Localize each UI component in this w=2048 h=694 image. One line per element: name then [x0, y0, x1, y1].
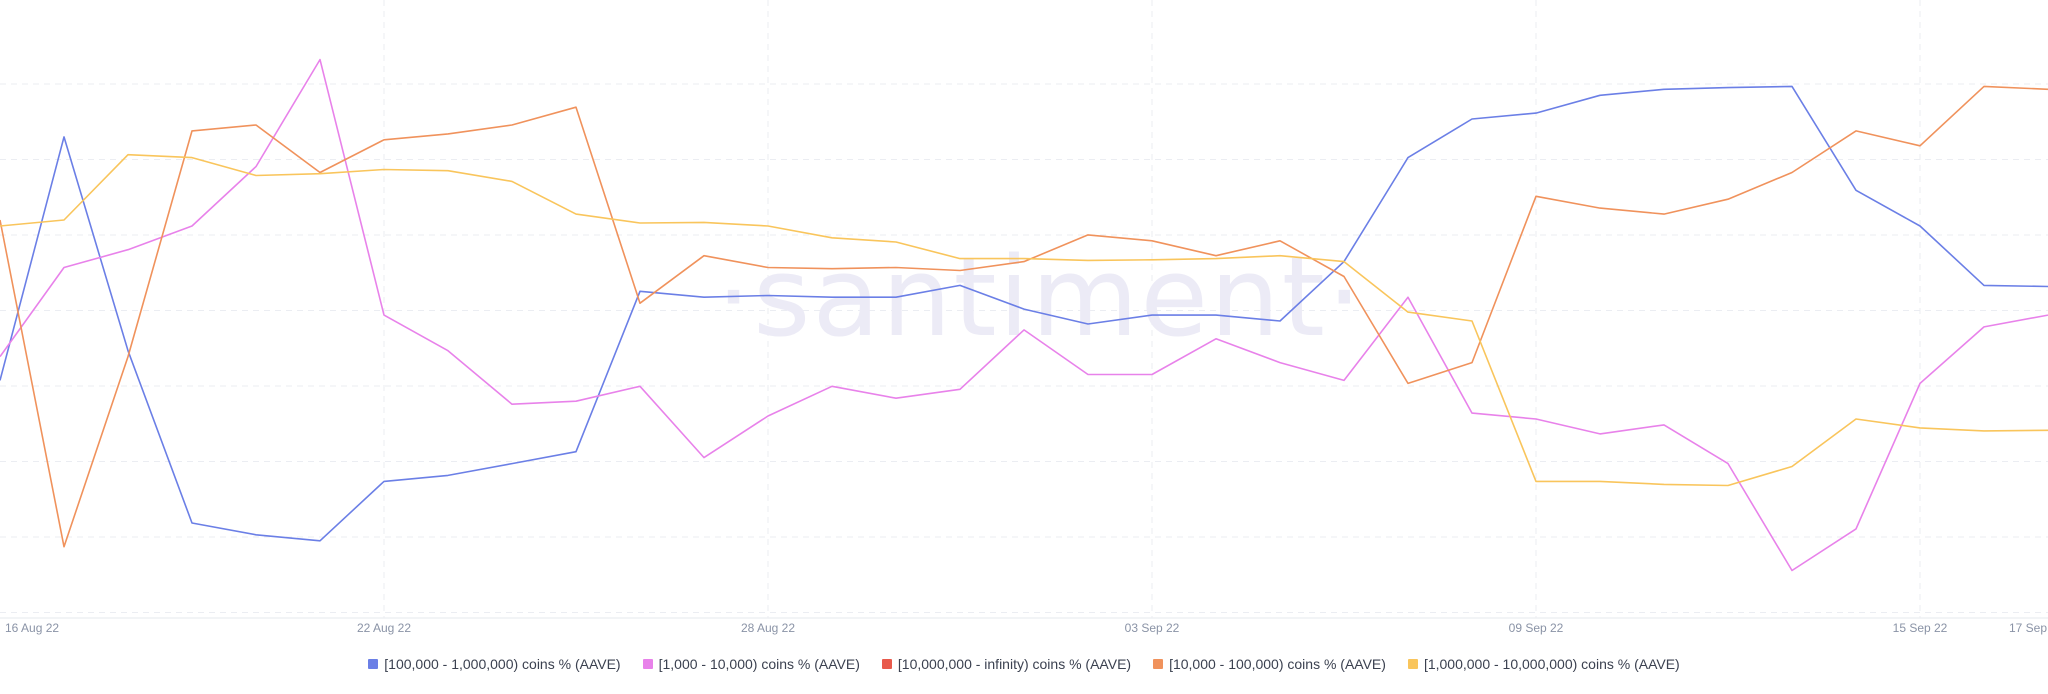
grid	[0, 0, 2048, 619]
legend-label: [100,000 - 1,000,000) coins % (AAVE)	[384, 656, 621, 672]
chart-legend: [100,000 - 1,000,000) coins % (AAVE) [1,0…	[0, 656, 2048, 672]
legend-item[interactable]: [100,000 - 1,000,000) coins % (AAVE)	[368, 656, 621, 672]
series-line-3	[0, 85, 2048, 548]
legend-swatch	[642, 659, 653, 669]
x-tick-label: 15 Sep 22	[1893, 621, 1948, 635]
legend-label: [10,000,000 - infinity) coins % (AAVE)	[897, 656, 1132, 672]
legend-label: [10,000 - 100,000) coins % (AAVE)	[1169, 656, 1386, 672]
series-line-0	[0, 85, 2048, 542]
x-tick-label: 28 Aug 22	[741, 621, 795, 635]
x-tick-label: 09 Sep 22	[1509, 621, 1564, 635]
legend-swatch	[881, 659, 892, 669]
x-tick-label: 22 Aug 22	[357, 621, 411, 635]
x-tick-label: 17 Sep	[2009, 621, 2047, 635]
x-tick-label: 03 Sep 22	[1125, 621, 1180, 635]
legend-label: [1,000,000 - 10,000,000) coins % (AAVE)	[1423, 656, 1680, 672]
legend-swatch	[1153, 659, 1164, 669]
legend-item[interactable]: [10,000,000 - infinity) coins % (AAVE)	[881, 656, 1132, 672]
legend-item[interactable]: [1,000 - 10,000) coins % (AAVE)	[642, 656, 860, 672]
legend-label: [1,000 - 10,000) coins % (AAVE)	[658, 656, 860, 672]
series-line-1	[0, 58, 2048, 572]
legend-item[interactable]: [10,000 - 100,000) coins % (AAVE)	[1153, 656, 1386, 672]
legend-swatch	[1407, 659, 1418, 669]
legend-swatch	[368, 659, 379, 669]
series-lines	[0, 58, 2048, 572]
x-axis-ticks: 16 Aug 22 22 Aug 22 28 Aug 22 03 Sep 22 09 S…	[5, 621, 2047, 635]
x-tick-label: 16 Aug 22	[5, 621, 59, 635]
series-line-4	[0, 153, 2048, 487]
legend-item[interactable]: [1,000,000 - 10,000,000) coins % (AAVE)	[1407, 656, 1680, 672]
